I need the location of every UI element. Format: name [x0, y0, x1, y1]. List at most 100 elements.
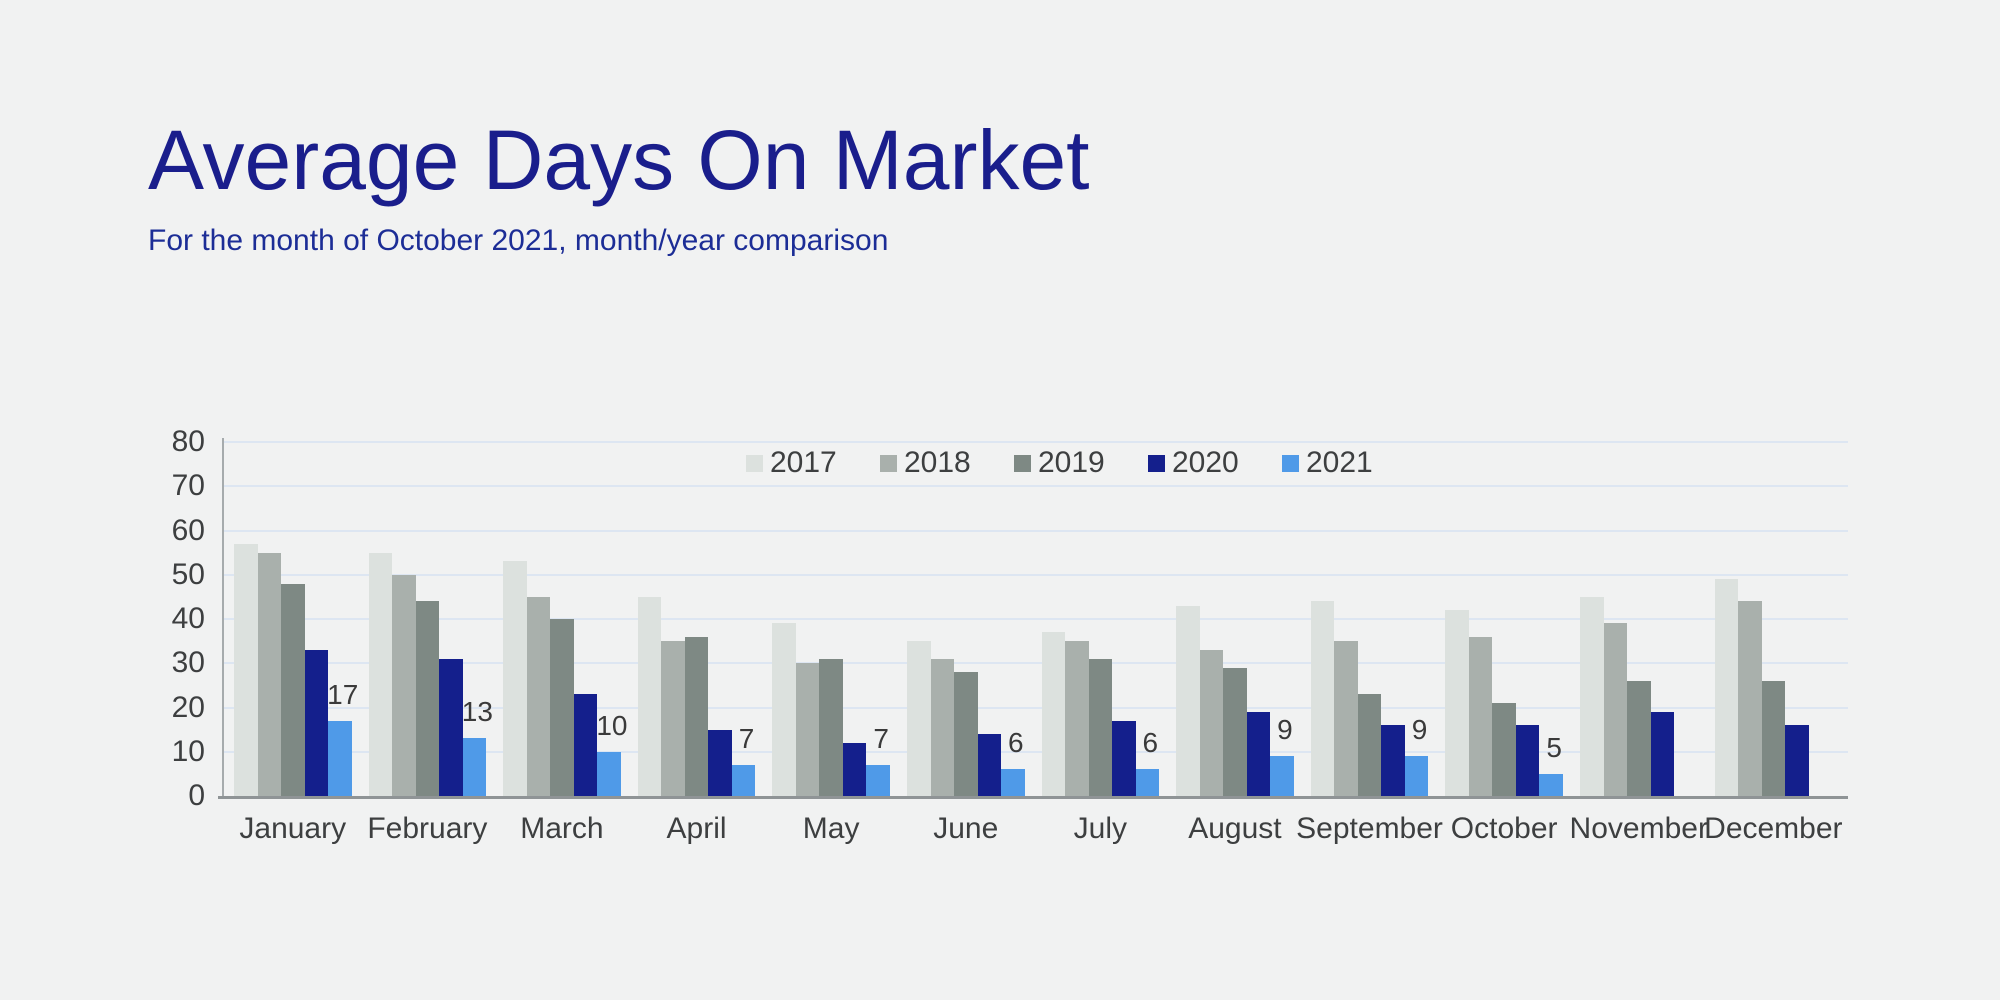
page-title: Average Days On Market: [148, 113, 1090, 207]
x-axis-label-october: October: [1450, 812, 1558, 845]
x-axis-label-january: January: [239, 812, 347, 845]
bar-2020-july: [1112, 720, 1136, 796]
bar-2019-march: [550, 619, 574, 796]
bar-2020-december: [1785, 725, 1809, 796]
bar-2021-june: [1001, 769, 1025, 796]
x-axis-label-july: July: [1073, 812, 1128, 845]
legend-swatch-2018: [880, 454, 897, 472]
legend-label-2020: 2020: [1172, 446, 1239, 479]
data-label-2021-july: 6: [1142, 727, 1159, 759]
y-axis-tick-0: 0: [188, 779, 205, 812]
x-axis-label-august: August: [1188, 812, 1282, 845]
gridline-70: [222, 485, 1848, 488]
legend-label-2021: 2021: [1306, 446, 1373, 479]
bar-2020-september: [1381, 725, 1405, 796]
bar-2017-july: [1041, 632, 1066, 796]
gridline-80: [222, 441, 1848, 443]
x-axis: [218, 796, 1848, 799]
y-axis-tick-60: 60: [171, 513, 205, 547]
bar-2019-may: [819, 658, 843, 796]
legend-label-2019: 2019: [1038, 446, 1105, 479]
y-axis-tick-20: 20: [171, 690, 205, 724]
y-axis-tick-50: 50: [171, 557, 205, 591]
legend-swatch-2021: [1282, 454, 1299, 472]
bar-2019-february: [415, 601, 440, 796]
bar-2019-july: [1088, 658, 1113, 796]
legend-item-2021: 2021: [1282, 446, 1416, 480]
legend-label-2017: 2017: [770, 446, 837, 479]
bar-2017-december: [1714, 579, 1739, 796]
x-axis-label-april: April: [666, 812, 727, 845]
legend-swatch-2020: [1148, 454, 1165, 472]
bar-2018-april: [661, 641, 685, 796]
bar-2017-september: [1310, 601, 1335, 796]
bar-2018-january: [257, 552, 281, 796]
y-axis-tick-30: 30: [171, 646, 205, 680]
bar-2017-august: [1176, 605, 1200, 796]
page-subtitle: For the month of October 2021, month/yea…: [148, 224, 889, 257]
bar-2017-november: [1580, 596, 1604, 796]
data-label-2021-april: 7: [738, 723, 755, 755]
y-axis-tick-10: 10: [171, 734, 205, 768]
bar-2021-october: [1539, 773, 1563, 796]
data-label-2021-june: 6: [1007, 727, 1024, 759]
legend-item-2019: 2019: [1014, 446, 1148, 480]
bar-2020-october: [1515, 725, 1540, 796]
gridline-60: [222, 529, 1848, 532]
bar-2019-june: [954, 672, 978, 796]
bar-2020-may: [842, 742, 867, 796]
y-axis-tick-70: 70: [171, 469, 205, 503]
data-label-2021-february: 13: [461, 696, 493, 728]
legend-item-2018: 2018: [880, 446, 1014, 480]
legend-label-2018: 2018: [904, 446, 971, 479]
bar-2021-january: [328, 720, 352, 796]
bar-2018-march: [526, 596, 551, 796]
chart-legend: 2017 2018 2019 2020 2021: [746, 446, 1416, 480]
legend-item-2017: 2017: [746, 446, 880, 480]
bar-2019-november: [1627, 680, 1651, 796]
x-axis-label-december: December: [1704, 812, 1843, 845]
bar-2019-september: [1357, 694, 1382, 796]
bar-2018-february: [392, 574, 416, 796]
y-axis-tick-80: 80: [171, 425, 205, 458]
gridline-50: [222, 573, 1848, 576]
bar-2018-november: [1603, 623, 1627, 796]
legend-swatch-2017: [746, 454, 763, 472]
bar-2018-october: [1468, 636, 1493, 796]
bar-2021-september: [1404, 756, 1429, 796]
bar-2021-may: [866, 765, 890, 796]
gridline-10: [222, 750, 1848, 753]
y-axis-tick-40: 40: [171, 602, 205, 635]
bar-2019-october: [1492, 703, 1516, 796]
bar-2021-march: [597, 751, 621, 796]
bar-2020-march: [573, 694, 598, 796]
bar-2017-january: [234, 543, 258, 796]
chart-header: Average Days On Market For the month of …: [148, 118, 1090, 258]
bar-2017-march: [503, 561, 527, 796]
bar-2017-february: [368, 552, 393, 796]
data-label-2021-august: 9: [1277, 714, 1293, 746]
data-label-2021-january: 17: [327, 678, 359, 710]
bar-2019-january: [281, 583, 305, 796]
bar-2018-august: [1199, 649, 1224, 796]
x-axis-label-november: November: [1569, 812, 1708, 845]
bar-2017-october: [1445, 610, 1469, 796]
bar-2018-september: [1334, 641, 1358, 796]
bar-2019-april: [684, 636, 709, 796]
bar-2018-december: [1738, 601, 1762, 796]
bar-2020-february: [439, 658, 463, 796]
bar-2019-august: [1223, 667, 1247, 796]
x-axis-label-march: March: [520, 812, 604, 845]
y-axis: [222, 438, 224, 796]
bar-2018-june: [930, 658, 954, 796]
bar-2021-august: [1270, 756, 1294, 796]
x-axis-label-june: June: [933, 812, 999, 845]
bar-2017-may: [772, 623, 796, 796]
bar-2020-august: [1246, 711, 1271, 796]
gridline-40: [222, 618, 1848, 620]
legend-item-2020: 2020: [1148, 446, 1282, 480]
bar-2020-june: [977, 734, 1001, 796]
legend-swatch-2019: [1014, 454, 1031, 472]
gridline-20: [222, 706, 1848, 709]
